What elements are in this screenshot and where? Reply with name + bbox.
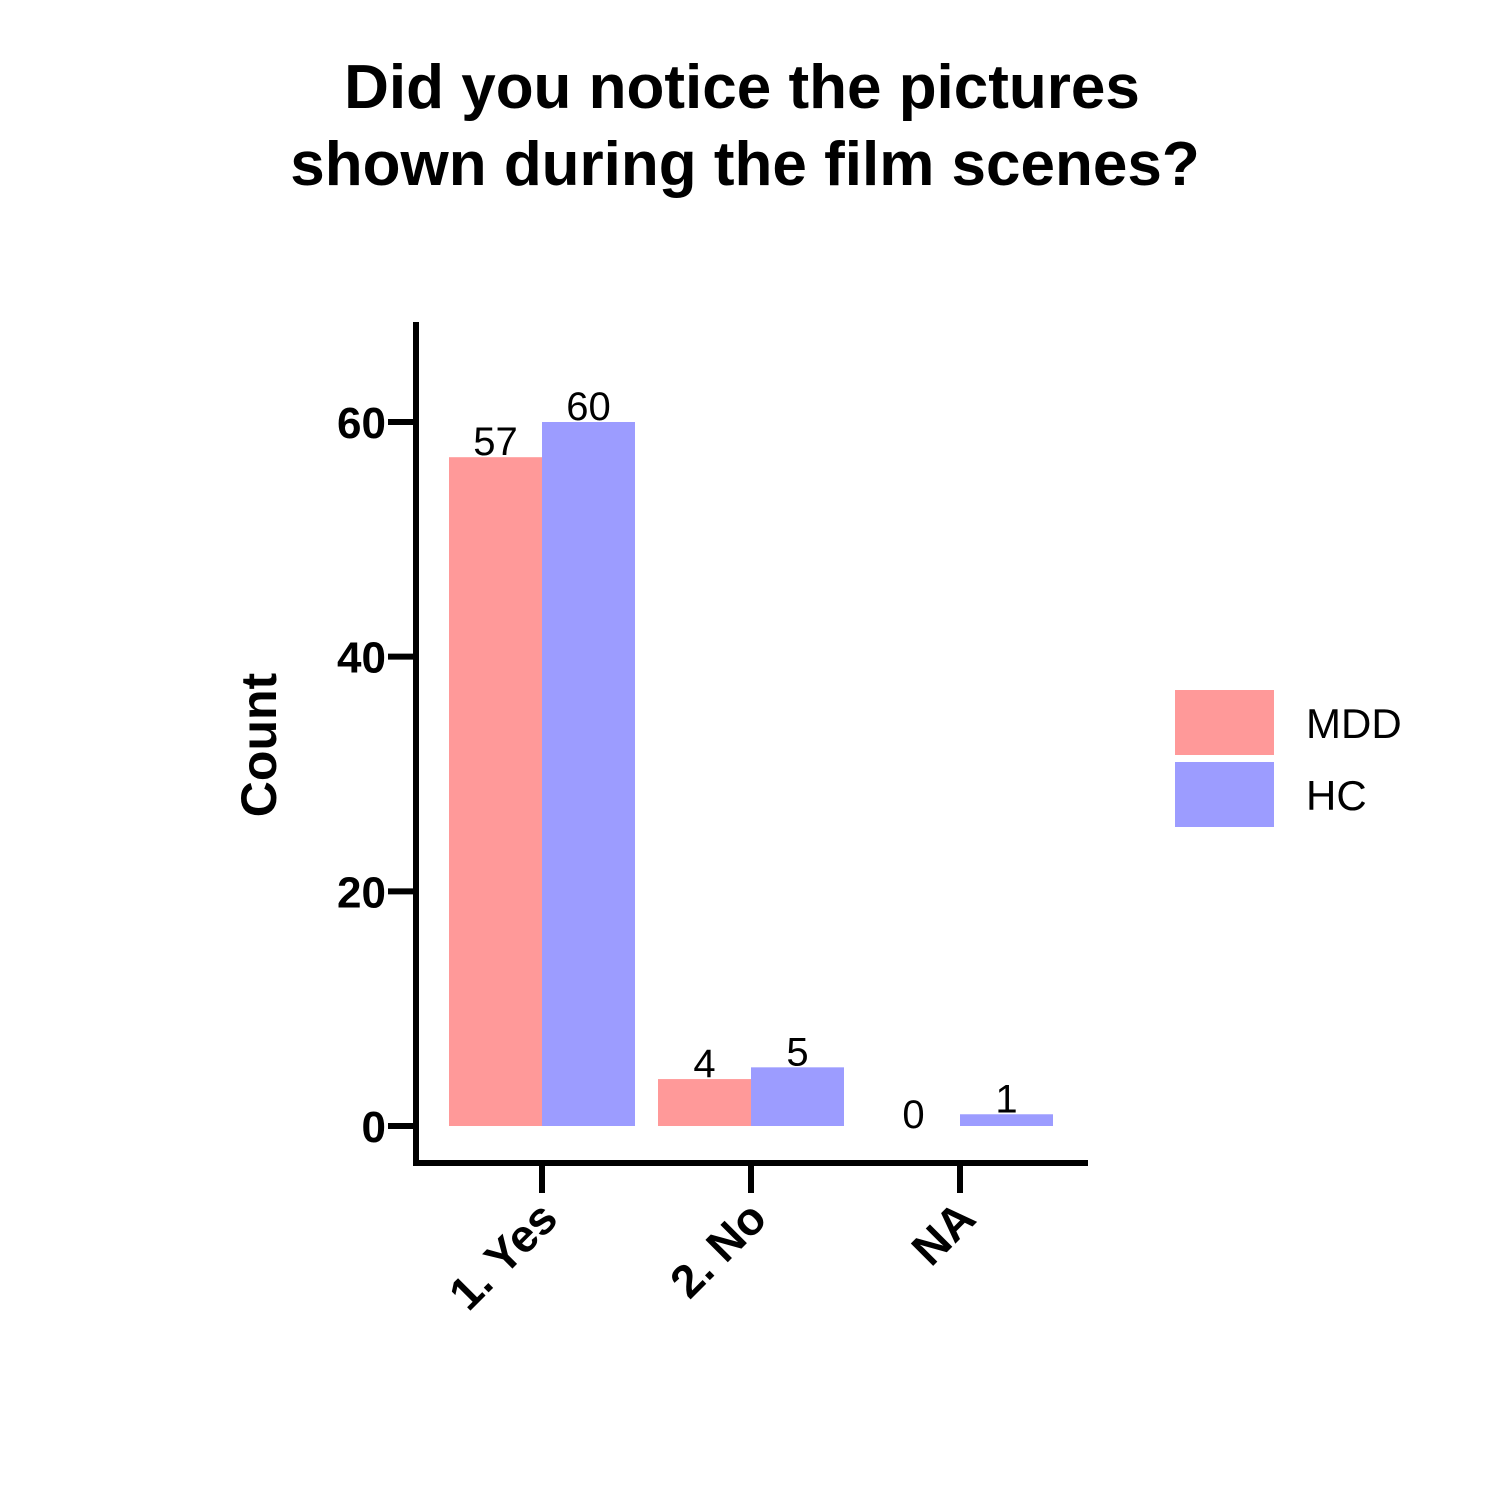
legend-swatch-mdd: [1175, 690, 1274, 755]
y-tick-label-20: 20: [337, 868, 386, 917]
bars-layer: 57 60 4 5 0 1: [449, 385, 1053, 1137]
data-label-mdd-2: 0: [902, 1093, 924, 1137]
data-label-mdd-0: 57: [473, 420, 518, 464]
legend-swatch-hc: [1175, 762, 1274, 827]
data-label-mdd-1: 4: [693, 1042, 715, 1086]
x-tick-label-2: NA: [901, 1191, 985, 1275]
bar-mdd-1: [658, 1079, 751, 1126]
data-label-hc-1: 5: [786, 1030, 808, 1074]
bar-hc-1: [751, 1067, 844, 1126]
chart-title-line-1: Did you notice the pictures: [344, 53, 1140, 122]
x-tick-label-0: 1. Yes: [439, 1191, 567, 1319]
legend-label-mdd: MDD: [1306, 700, 1402, 747]
bar-mdd-0: [449, 457, 542, 1126]
chart-title-line-2: shown during the film scenes?: [290, 130, 1199, 199]
data-label-hc-2: 1: [995, 1077, 1017, 1121]
legend: MDD HC: [1175, 690, 1402, 827]
bar-hc-2: [960, 1114, 1053, 1126]
y-tick-label-0: 0: [362, 1103, 386, 1152]
y-tick-label-40: 40: [337, 634, 386, 683]
legend-label-hc: HC: [1306, 772, 1367, 819]
bar-hc-0: [542, 422, 635, 1126]
data-label-hc-0: 60: [566, 385, 611, 429]
x-tick-label-1: 2. No: [660, 1191, 776, 1307]
y-tick-label-60: 60: [337, 399, 386, 448]
y-axis-title: Count: [231, 672, 287, 817]
